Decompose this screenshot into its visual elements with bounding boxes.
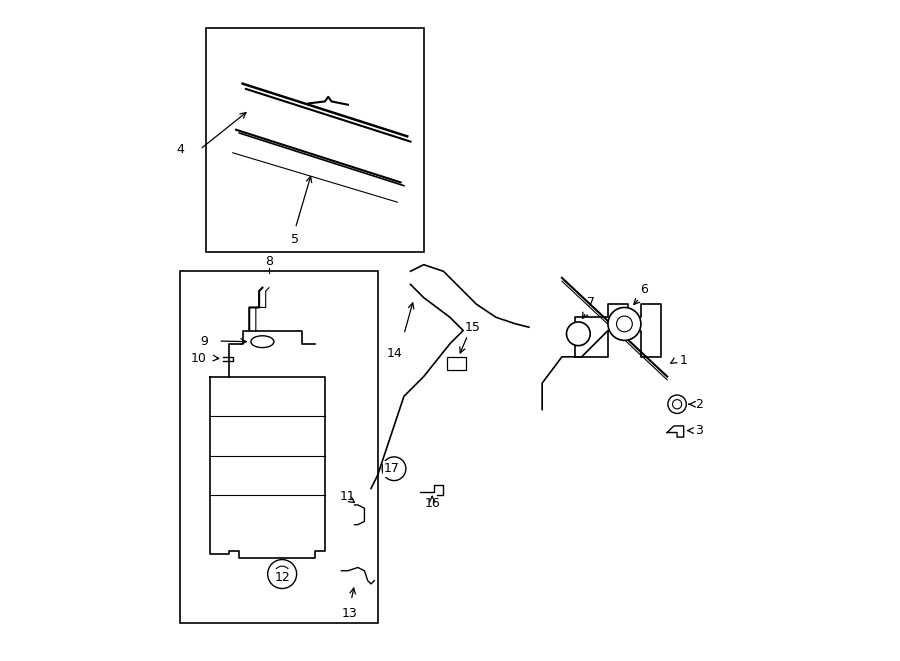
Text: 12: 12 (274, 571, 290, 584)
Text: 8: 8 (265, 255, 273, 268)
Text: 1: 1 (680, 354, 688, 367)
Circle shape (389, 463, 400, 474)
Text: 10: 10 (191, 352, 206, 365)
Text: 9: 9 (201, 334, 209, 348)
Ellipse shape (251, 336, 274, 348)
Text: 15: 15 (465, 321, 481, 334)
Text: 5: 5 (292, 233, 300, 246)
Circle shape (672, 400, 681, 408)
Text: 3: 3 (695, 424, 703, 437)
Text: 6: 6 (640, 283, 648, 296)
Circle shape (608, 307, 641, 340)
Bar (446, 357, 466, 370)
Text: 7: 7 (587, 295, 595, 309)
Text: 2: 2 (695, 398, 703, 410)
Circle shape (668, 395, 687, 413)
Circle shape (274, 566, 290, 582)
Circle shape (382, 457, 406, 481)
Circle shape (616, 316, 633, 332)
Circle shape (566, 322, 590, 346)
Text: 13: 13 (342, 607, 358, 620)
Circle shape (267, 560, 297, 588)
Text: 14: 14 (386, 347, 402, 360)
Bar (180, 271, 378, 623)
Text: 17: 17 (384, 462, 400, 475)
Text: 11: 11 (340, 490, 356, 503)
Bar (206, 28, 424, 252)
Text: 16: 16 (425, 497, 440, 510)
Text: 4: 4 (176, 143, 184, 156)
